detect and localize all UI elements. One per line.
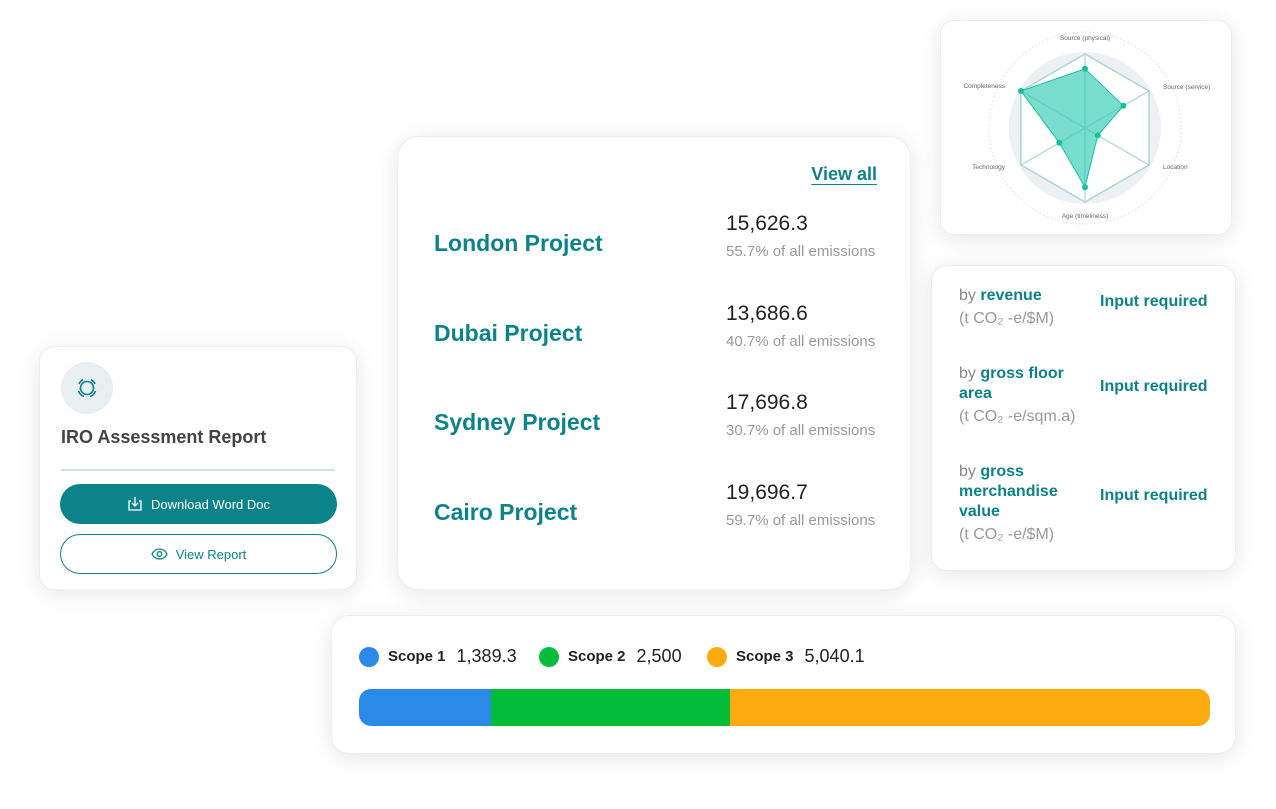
radar-axis-label: Source (service) <box>1163 84 1210 91</box>
radar-axis-label: Completeness <box>963 83 1005 90</box>
report-title: IRO Assessment Report <box>61 427 267 447</box>
scope-stacked-bar <box>359 689 1210 726</box>
project-name[interactable]: London Project <box>434 230 603 256</box>
scope-label: Scope 2 <box>568 648 626 665</box>
scope-breakdown-card: Scope 1 1,389.3 Scope 2 2,500 Scope 3 5,040.1 <box>331 615 1236 754</box>
data-quality-radar-card: Source (physical) Source (service) Locatio… <box>940 20 1232 235</box>
project-name[interactable]: Dubai Project <box>434 319 583 346</box>
radar-axis-label: Technology <box>972 164 1006 171</box>
iro-report-card: IRO Assessment Report Download Word Doc … <box>39 346 357 590</box>
intensity-prefix: by <box>959 365 981 382</box>
radar-data-point <box>1120 102 1127 109</box>
download-icon <box>128 497 142 511</box>
project-row[interactable]: London Project 15,626.3 55.7% of all emi… <box>434 212 884 272</box>
scope-value: 1,389.3 <box>456 646 517 666</box>
radar-axis-label: Location <box>1163 164 1188 171</box>
intensity-metric: gross floor area <box>959 365 1064 402</box>
projects-emissions-card: View all London Project 15,626.3 55.7% o… <box>397 136 911 590</box>
project-row[interactable]: Sydney Project 17,696.8 30.7% of all emi… <box>434 391 884 451</box>
radar-data-point <box>1017 88 1024 94</box>
input-required-link[interactable]: Input required <box>1100 487 1208 504</box>
radar-chart: Source (physical) Source (service) Locatio… <box>963 31 1210 225</box>
scope-bar-segment <box>729 689 1210 726</box>
emissions-intensity-card: by revenue (t CO₂ -e/$M) Input required b… <box>931 265 1236 571</box>
scope-legend-item: Scope 3 5,040.1 <box>707 646 865 667</box>
project-name[interactable]: Sydney Project <box>434 409 601 435</box>
radar-data-point <box>1094 132 1101 139</box>
input-required-link[interactable]: Input required <box>1100 378 1208 395</box>
project-name[interactable]: Cairo Project <box>434 498 578 525</box>
scope-label: Scope 3 <box>736 648 794 665</box>
project-emissions-share: 55.7% of all emissions <box>726 243 876 260</box>
download-word-doc-button[interactable]: Download Word Doc <box>60 484 337 524</box>
scope-value: 5,040.1 <box>804 646 865 666</box>
radar-axis-label: Age (timeliness) <box>1062 213 1109 220</box>
intensity-metric: revenue <box>980 287 1042 304</box>
view-report-label: View Report <box>175 546 247 562</box>
loading-circle-icon <box>61 362 113 414</box>
intensity-prefix: by <box>959 463 981 480</box>
view-report-button[interactable]: View Report <box>60 534 337 574</box>
intensity-row: by gross floor area (t CO₂ -e/sqm.a) Inp… <box>959 364 1229 426</box>
project-emissions-value: 19,696.7 <box>726 480 808 504</box>
project-emissions-share: 30.7% of all emissions <box>726 422 876 439</box>
intensity-row: by revenue (t CO₂ -e/$M) Input required <box>959 286 1229 328</box>
intensity-unit: (t CO₂ -e/$M) <box>959 526 1055 543</box>
radar-data-point <box>1056 139 1063 146</box>
input-required-link[interactable]: Input required <box>1100 293 1208 310</box>
project-emissions-share: 40.7% of all emissions <box>726 332 876 350</box>
scope-legend-item: Scope 2 2,500 <box>539 646 682 667</box>
project-emissions-share: 59.7% of all emissions <box>726 511 876 529</box>
intensity-prefix: by <box>959 287 981 304</box>
scope-bar-segment <box>491 689 730 726</box>
view-all-link[interactable]: View all <box>811 164 877 184</box>
scope-label: Scope 1 <box>388 648 446 665</box>
project-emissions-value: 17,696.8 <box>726 391 808 414</box>
scope-value: 2,500 <box>636 646 682 666</box>
project-row[interactable]: Dubai Project 13,686.6 40.7% of all emis… <box>434 302 884 362</box>
divider <box>61 469 335 471</box>
project-emissions-value: 15,626.3 <box>726 212 808 235</box>
intensity-metric: gross merchandise value <box>959 463 1058 520</box>
scope-color-dot <box>539 646 559 667</box>
project-row[interactable]: Cairo Project 19,696.7 59.7% of all emis… <box>434 481 884 541</box>
download-label: Download Word Doc <box>151 496 270 512</box>
scope-legend-item: Scope 1 1,389.3 <box>359 646 517 667</box>
eye-icon <box>150 548 168 560</box>
scope-bar-segment <box>359 689 492 726</box>
intensity-unit: (t CO₂ -e/$M) <box>959 310 1055 327</box>
intensity-row: by gross merchandise value (t CO₂ -e/$M)… <box>959 462 1229 544</box>
scope-color-dot <box>359 646 379 667</box>
radar-axis-label: Source (physical) <box>1060 35 1110 42</box>
radar-data-point <box>1082 184 1088 191</box>
intensity-unit: (t CO₂ -e/sqm.a) <box>959 408 1076 425</box>
scope-color-dot <box>707 646 727 667</box>
project-emissions-value: 13,686.6 <box>726 301 808 325</box>
radar-data-point <box>1082 65 1088 72</box>
radar-outer-ring <box>988 31 1182 225</box>
